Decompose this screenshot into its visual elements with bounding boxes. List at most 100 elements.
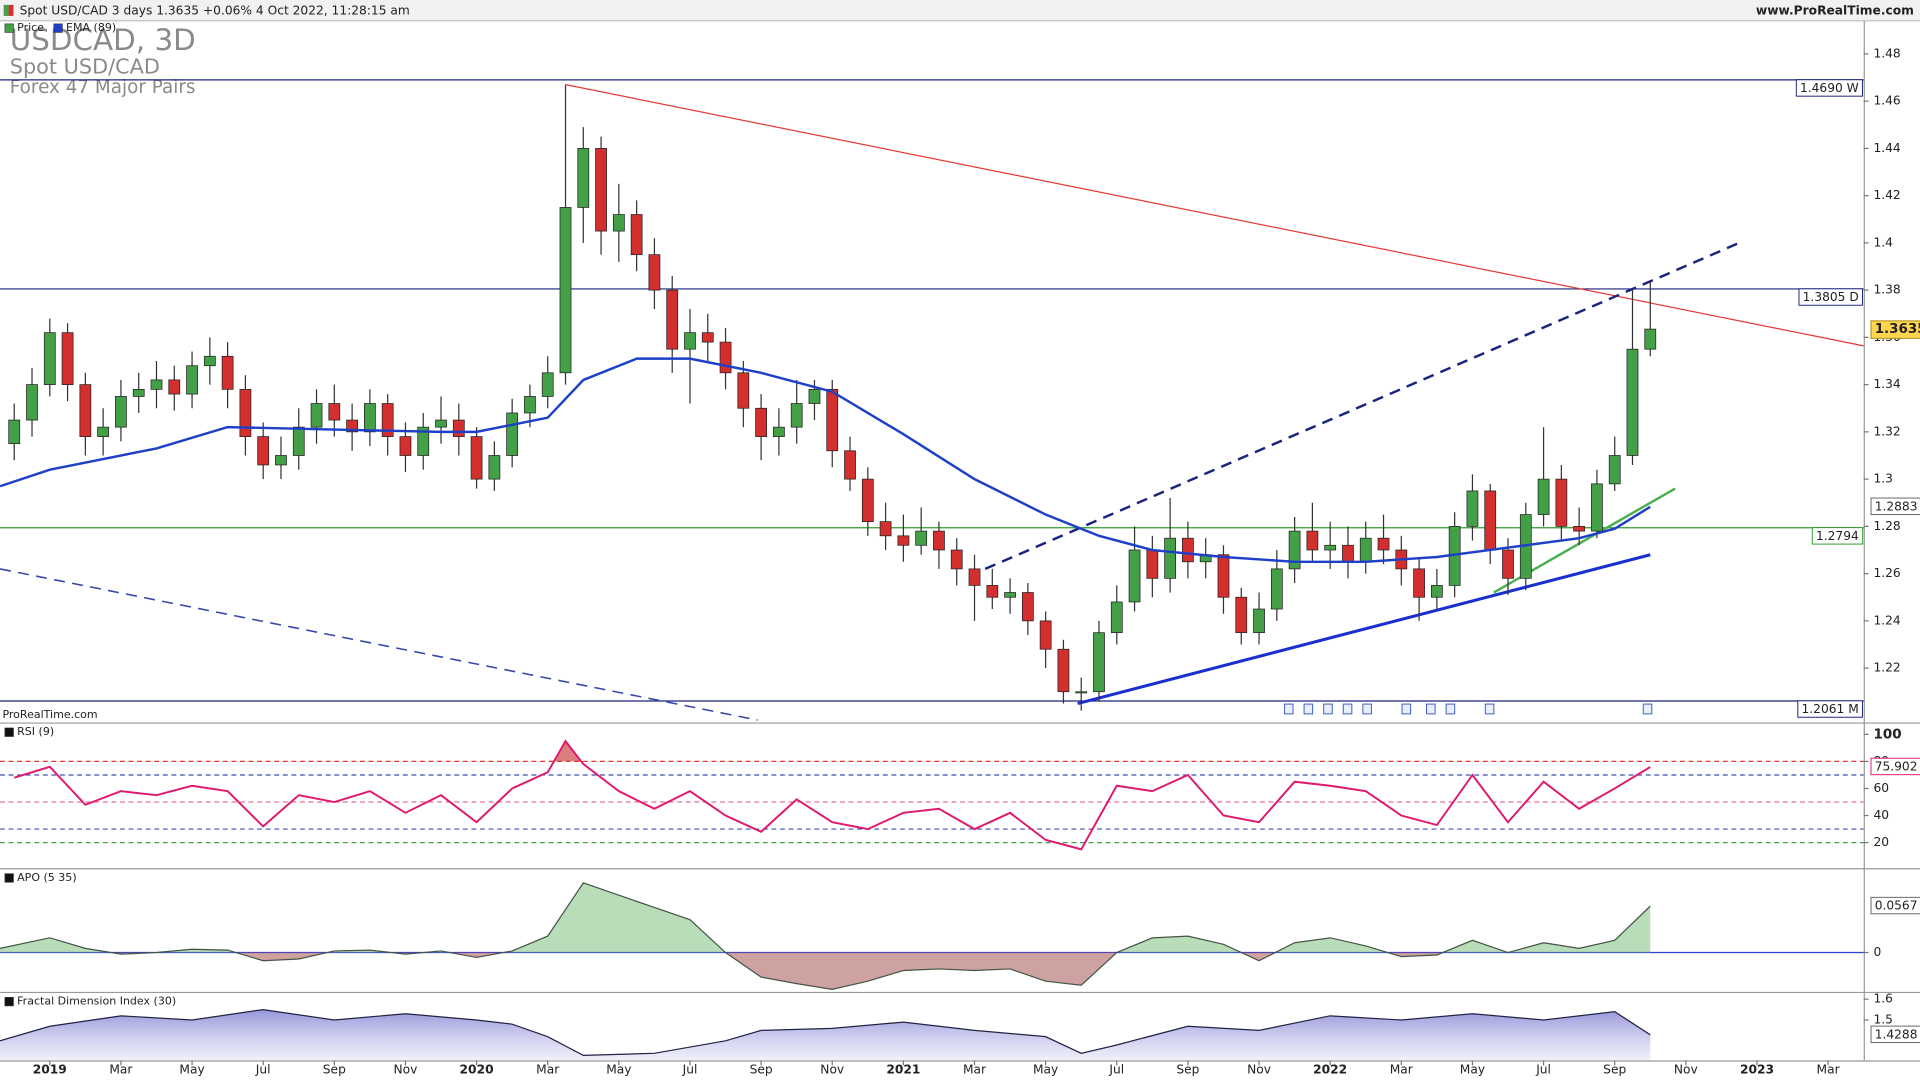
candle-body — [435, 419, 447, 428]
candle-body — [292, 426, 305, 456]
last-value-tag: 1.3635 — [1875, 322, 1920, 337]
y-tick-label: 20 — [1873, 835, 1889, 849]
source-label: ProRealTime.com — [2, 708, 97, 721]
y-tick-label: 1.32 — [1873, 424, 1900, 438]
candle-body — [1128, 549, 1141, 603]
event-icon — [1362, 703, 1372, 715]
candle-body — [239, 388, 252, 437]
y-tick-label: 60 — [1873, 781, 1889, 795]
candle-body — [559, 207, 572, 374]
plot-area — [0, 739, 1864, 851]
x-tick-label: Nov — [820, 1063, 844, 1077]
candle-body — [1430, 585, 1443, 598]
y-tick-label: 1.5 — [1873, 1013, 1892, 1027]
x-tick-label: Mar — [109, 1063, 133, 1077]
series-line — [0, 357, 1651, 564]
candle-body — [150, 379, 163, 390]
legend-swatch — [4, 873, 14, 883]
candle-body — [826, 388, 839, 452]
candle-body — [1342, 544, 1354, 563]
label-box — [1870, 757, 1920, 776]
candle-body — [897, 535, 910, 546]
candle-body — [666, 289, 679, 350]
candle-body — [1359, 537, 1372, 563]
last-value-tag: 1.2883 — [1875, 499, 1918, 513]
area-up-layer — [0, 882, 1651, 953]
candle-body — [61, 332, 74, 385]
x-tick-label: Nov — [394, 1063, 418, 1077]
candle-body — [399, 436, 412, 456]
candle-body — [1057, 648, 1070, 693]
candle-body — [1004, 592, 1016, 598]
candle-body — [1093, 632, 1105, 693]
candle-body — [933, 530, 945, 551]
candle-body — [310, 403, 323, 428]
header-title: Spot USD/CAD 3 days 1.3635 +0.06% 4 Oct … — [20, 4, 410, 18]
header-icon — [8, 4, 14, 16]
y-tick-label: 1.48 — [1873, 46, 1900, 60]
level-label: 1.2794 — [1816, 529, 1859, 543]
candle-body — [203, 355, 216, 367]
candle-body — [257, 436, 270, 466]
candle-body — [684, 332, 696, 350]
last-value-tag: 1.4288 — [1875, 1027, 1918, 1041]
x-tick-label: May — [1033, 1063, 1058, 1077]
x-tick-label: May — [179, 1063, 204, 1077]
candle-body — [737, 372, 750, 409]
candle-body — [470, 436, 483, 480]
candle-body — [541, 372, 554, 397]
candle-body — [417, 426, 430, 456]
candle-body — [1466, 490, 1479, 527]
candle-body — [790, 403, 803, 428]
candle-body — [221, 355, 234, 390]
legend-swatch — [4, 727, 14, 737]
area-down-layer — [0, 952, 1651, 990]
event-icons — [1284, 703, 1653, 715]
area-fill — [0, 882, 1651, 953]
header-bar — [0, 0, 1920, 21]
trend-line — [565, 84, 1864, 347]
candle-body — [968, 568, 981, 586]
area-up-layer — [0, 1009, 1651, 1061]
candle-body — [115, 396, 127, 428]
candle-body — [275, 455, 287, 466]
plot-area — [0, 1008, 1651, 1061]
header-site: www.ProRealTime.com — [1756, 4, 1914, 18]
candle-body — [1075, 691, 1088, 694]
candle-body — [1502, 549, 1514, 579]
candle-body — [701, 332, 714, 343]
label-box — [1811, 527, 1864, 545]
candle-body — [1110, 601, 1123, 634]
overbought-layer — [553, 741, 582, 762]
candle-body — [950, 549, 963, 570]
x-tick-label: 2021 — [886, 1063, 920, 1077]
candle-body — [186, 365, 198, 395]
level-label: 1.4690 W — [1800, 81, 1859, 95]
candle-body — [1626, 348, 1639, 456]
candle-body — [1288, 530, 1301, 570]
x-tick-label: Sep — [323, 1063, 346, 1077]
y-tick-label: 1.6 — [1873, 992, 1893, 1006]
candle-body — [1484, 490, 1497, 551]
area-fill — [0, 1009, 1651, 1061]
series-line — [13, 739, 1651, 851]
x-tick-label: Sep — [1176, 1063, 1199, 1077]
event-icon — [1342, 703, 1353, 715]
series-line — [0, 882, 1651, 991]
area-fill — [0, 952, 1651, 990]
label-box — [1870, 1025, 1920, 1044]
event-icon — [1401, 703, 1412, 715]
candle-body — [488, 455, 501, 480]
candle-body — [808, 388, 821, 404]
label-box — [1798, 288, 1863, 306]
event-icon — [1284, 703, 1294, 715]
candle-body — [328, 403, 341, 421]
label-box — [1795, 79, 1863, 97]
candle-body — [577, 148, 590, 208]
y-tick-label: 1.44 — [1873, 141, 1900, 155]
candle-body — [1573, 526, 1586, 532]
candle-body — [1377, 537, 1390, 551]
candle-body — [755, 407, 767, 437]
plot-area — [0, 882, 1864, 991]
y-tick-label: 1.42 — [1873, 188, 1900, 202]
